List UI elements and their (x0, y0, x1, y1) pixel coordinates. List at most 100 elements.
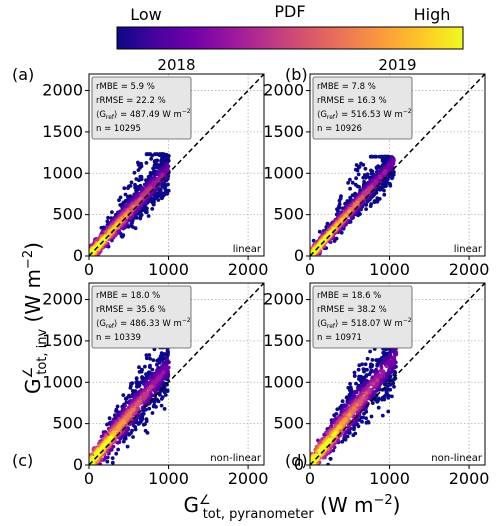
scatter-point (344, 213, 348, 218)
scatter-point (354, 176, 358, 181)
scatter-point (144, 419, 149, 424)
scatter-point (122, 186, 127, 191)
scatter-point (140, 405, 145, 410)
scatter-point (155, 377, 160, 382)
y-tick-label: 1000 (263, 163, 304, 182)
scatter-points (89, 322, 171, 465)
scatter-point (129, 381, 134, 386)
scatter-point (356, 367, 361, 372)
scatter-point (130, 428, 134, 433)
plot-frame (88, 73, 265, 257)
scatter-point (106, 231, 111, 236)
scatter-point (357, 377, 361, 381)
scatter-point (338, 425, 343, 429)
scatter-point (160, 152, 165, 157)
colorbar-bar (116, 26, 464, 50)
scatter-point (353, 182, 358, 187)
scatter-point (354, 163, 359, 167)
scatter-point (114, 451, 119, 456)
scatter-point (117, 425, 121, 430)
scatter-point (144, 161, 149, 165)
scatter-point (126, 186, 130, 191)
scatter-point (151, 183, 155, 188)
plot-frame (309, 73, 486, 257)
scatter-point (134, 177, 139, 181)
stats-box: rMBE = 18.0 % rRMSE = 35.6 % ⟨Gref⟩ = 486.… (91, 285, 192, 349)
colorbar-high-label: High (414, 5, 451, 24)
scatter-point (344, 417, 348, 421)
scatter-point (348, 186, 352, 191)
scatter-point (123, 404, 127, 408)
scatter-point (162, 407, 167, 411)
y-tick-label: 1500 (263, 122, 304, 141)
scatter-point (105, 440, 110, 444)
scatter-point (362, 411, 366, 416)
y-tick-label: 500 (52, 414, 83, 433)
x-tick-label: 0 (84, 469, 94, 488)
scatter-point (128, 386, 133, 390)
scatter-point (384, 347, 388, 352)
scatter-point (337, 204, 341, 209)
scatter-point (322, 238, 327, 242)
scatter-point (360, 194, 365, 199)
scatter-point (375, 378, 379, 383)
scatter-point (382, 382, 387, 386)
scatter-point (368, 349, 372, 354)
y-axis-title: G∠tot, inv (W m−2) (21, 242, 50, 394)
scatter-point (365, 356, 370, 361)
x-tick-label: 1000 (369, 469, 410, 488)
scatter-point (353, 202, 358, 207)
scatter-point (159, 174, 164, 179)
scatter-point (110, 210, 114, 215)
scatter-point (132, 170, 137, 175)
scatter-point (344, 403, 349, 408)
scatter-point (340, 439, 345, 444)
panel-label: (b) (285, 65, 308, 84)
scatter-point (352, 374, 357, 378)
y-tick-label: 2000 (263, 290, 304, 309)
scatter-point (159, 373, 164, 378)
scatter-point (148, 365, 152, 369)
scatter-point (155, 179, 160, 183)
scatter-point (150, 153, 155, 158)
model-label: non-linear (431, 453, 483, 464)
x-tick-label: 2000 (228, 260, 269, 279)
scatter-point (151, 358, 156, 362)
scatter-point (325, 441, 330, 445)
scatter-point (369, 364, 374, 369)
scatter-point (380, 154, 385, 159)
stat-line: n = 10926 (317, 124, 362, 134)
scatter-point (108, 437, 112, 441)
scatter-point (371, 381, 376, 386)
scatter-point (363, 362, 368, 367)
scatter-point (139, 164, 144, 169)
plot-frame (309, 282, 486, 466)
scatter-point (130, 394, 135, 399)
scatter-point (379, 365, 384, 370)
y-tick-label: 0 (73, 455, 83, 474)
x-tick-label: 2000 (449, 260, 490, 279)
y-tick-label: 2000 (42, 81, 83, 100)
stat-line: rRMSE = 16.3 % (317, 96, 387, 106)
scatter-point (359, 415, 364, 420)
scatter-point (364, 391, 369, 395)
scatter-points (310, 154, 396, 256)
scatter-point (155, 362, 159, 367)
scatter-point (121, 439, 126, 444)
scatter-point (331, 448, 336, 453)
scatter-point (164, 168, 169, 173)
scatter-point (354, 381, 358, 386)
scatter-point (388, 182, 392, 187)
scatter-point (105, 459, 110, 464)
colorbar-low-label: Low (130, 5, 162, 24)
scatter-point (141, 422, 146, 427)
scatter-point (388, 361, 392, 365)
scatter-point (146, 214, 151, 218)
scatter-point (148, 356, 152, 361)
scatter-point (375, 199, 380, 204)
scatter-point (376, 405, 381, 410)
x-tick-label: 2000 (228, 469, 269, 488)
y-tick-label: 500 (273, 205, 304, 224)
scatter-point (121, 393, 126, 397)
